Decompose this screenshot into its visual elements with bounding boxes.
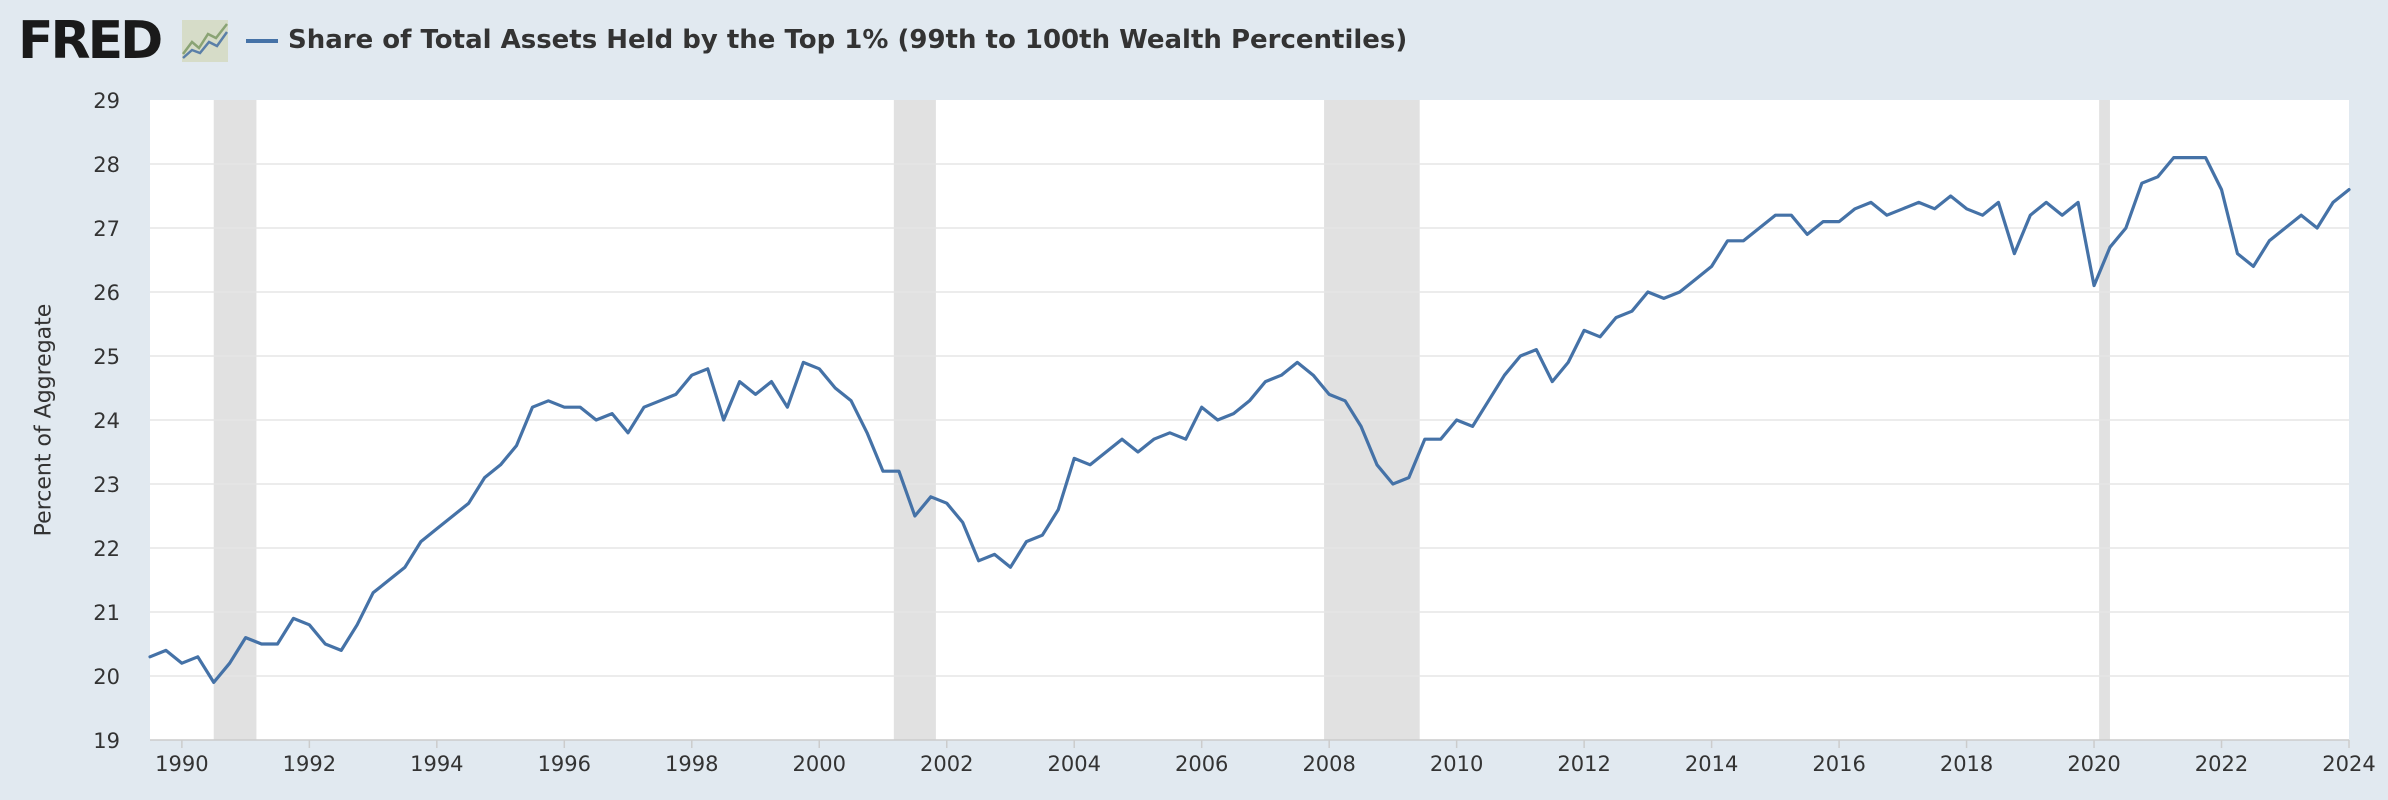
x-tick-label: 1990 [155, 752, 208, 776]
x-tick-label: 1994 [410, 752, 463, 776]
x-tick-label: 1998 [665, 752, 718, 776]
x-tick-label: 2008 [1302, 752, 1355, 776]
y-tick-label: 20 [93, 665, 120, 689]
legend-series-swatch [246, 39, 278, 43]
x-tick-label: 2016 [1812, 752, 1865, 776]
header: FRED Share of Total Assets Held by the T… [0, 0, 2388, 84]
y-tick-label: 26 [93, 281, 120, 305]
x-tick-label: 2010 [1430, 752, 1483, 776]
x-tick-label: 2006 [1175, 752, 1228, 776]
x-tick-label: 2014 [1685, 752, 1738, 776]
x-tick-label: 2020 [2067, 752, 2120, 776]
x-tick-label: 2024 [2322, 752, 2375, 776]
series-line [148, 156, 2351, 685]
chart-title: Share of Total Assets Held by the Top 1%… [288, 25, 1408, 55]
x-tick-label: 2004 [1047, 752, 1100, 776]
y-tick-label: 25 [93, 345, 120, 369]
x-tick-label: 2000 [793, 752, 846, 776]
x-tick-label: 2022 [2195, 752, 2248, 776]
y-tick-label: 28 [93, 153, 120, 177]
x-tick-label: 1996 [538, 752, 591, 776]
y-tick-label: 23 [93, 473, 120, 497]
y-tick-label: 21 [93, 601, 120, 625]
y-tick-label: 19 [93, 729, 120, 753]
y-tick-label: 29 [93, 89, 120, 113]
y-tick-label: 24 [93, 409, 120, 433]
y-tick-label: 27 [93, 217, 120, 241]
x-tick-label: 2012 [1557, 752, 1610, 776]
y-tick-label: 22 [93, 537, 120, 561]
x-tick-label: 2002 [920, 752, 973, 776]
fred-logo[interactable]: FRED [18, 11, 163, 71]
fred-logo-chart-icon [182, 20, 228, 62]
x-tick-label: 1992 [283, 752, 336, 776]
x-tick-label: 2018 [1940, 752, 1993, 776]
